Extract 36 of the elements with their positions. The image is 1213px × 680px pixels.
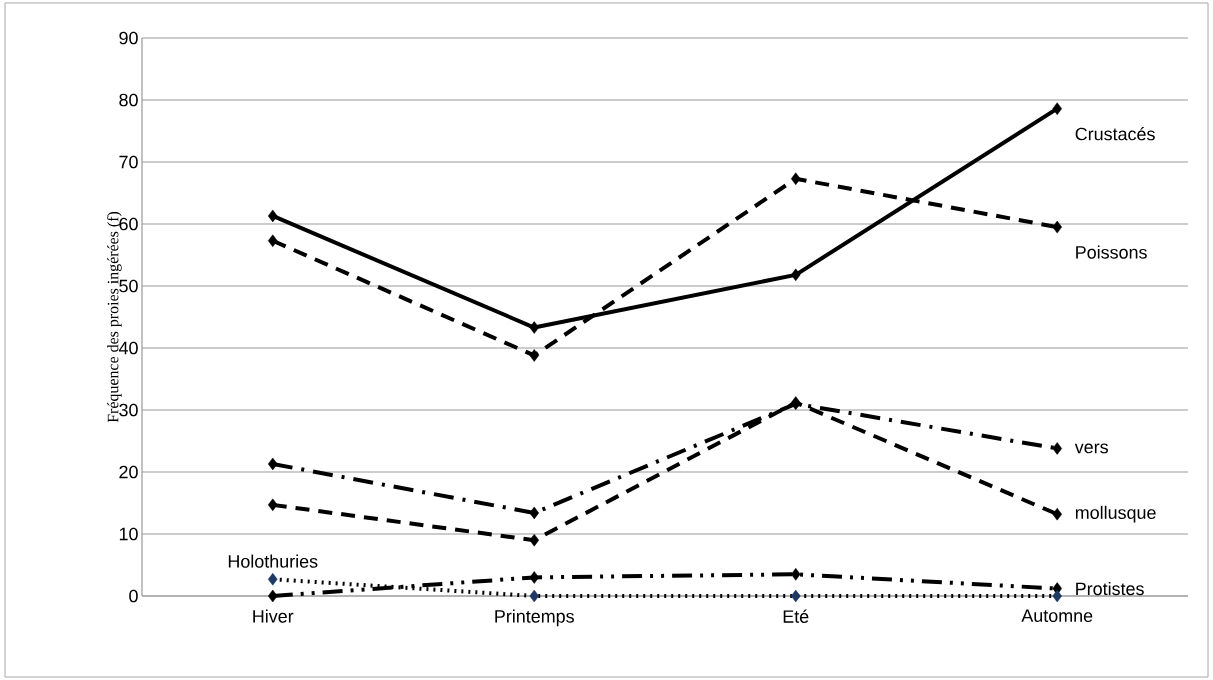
point [1052,442,1062,455]
point [529,589,539,603]
y-tick-label: 90 [119,31,138,45]
x-tick-label: Printemps [495,609,574,627]
point [529,571,539,584]
series-label: Poissons [1076,245,1147,259]
point [790,268,801,282]
y-tick-label: 80 [119,93,138,107]
series-label: Holothuries [228,554,318,568]
series-label: vers [1074,443,1108,454]
y-tick-label: 20 [119,465,138,479]
y-tick-label: 0 [129,589,138,603]
point [268,589,278,603]
point [529,506,539,520]
series-label: Crustacés [1075,126,1155,141]
y-tick-label: 10 [119,527,138,541]
y-tick-label: 70 [119,155,138,169]
point [529,533,539,547]
point [268,234,278,247]
point [268,573,278,586]
point [1052,220,1062,234]
point [268,209,278,223]
point [268,457,278,471]
point [529,321,539,334]
point [790,589,801,603]
point [529,349,539,362]
x-tick-label: Automne [1021,609,1093,623]
series-label: mollusque [1075,505,1156,523]
point [1052,589,1062,603]
point [1052,507,1062,521]
x-tick-label: Eté [783,609,809,623]
x-tick-label: Hiver [253,609,294,623]
point [268,498,278,512]
point [790,172,801,185]
point [1052,102,1062,115]
series-label: Protistes [1076,581,1144,596]
